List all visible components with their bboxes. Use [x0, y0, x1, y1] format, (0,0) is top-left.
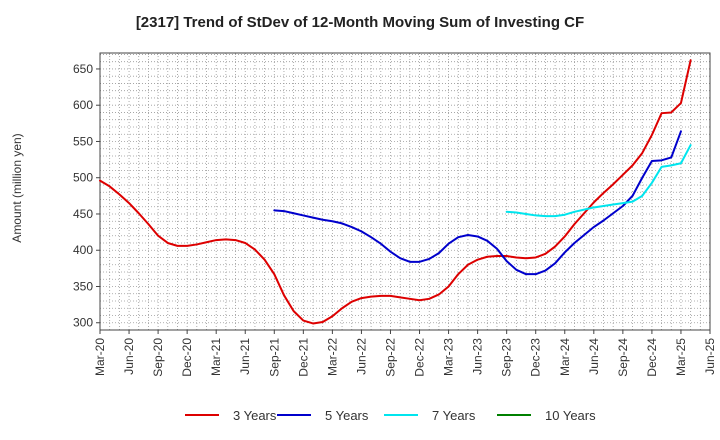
grid-layer [100, 53, 710, 331]
x-tick-label: Sep-21 [267, 338, 281, 377]
x-tick-label: Jun-25 [703, 338, 717, 375]
x-tick-label: Jun-23 [471, 338, 485, 375]
series-line-5-years [273, 130, 682, 276]
x-tick-label: Mar-22 [325, 338, 339, 376]
x-tick-label: Mar-21 [209, 338, 223, 376]
y-tick-label: 650 [73, 62, 93, 76]
axis-layer: 300 350 400 450 500 550 600 650 Mar-20 Jun-20 Sep-… [73, 52, 717, 377]
x-tick-label: Mar-20 [93, 338, 107, 376]
legend-item: 5 Years [277, 405, 368, 425]
y-axis-label: Amount (million yen) [10, 133, 24, 243]
legend-label: 7 Years [432, 407, 476, 423]
plot-background [100, 53, 710, 330]
x-tick-label: Mar-23 [442, 338, 456, 376]
x-tick-label: Jun-22 [354, 338, 368, 375]
x-tick-label: Sep-23 [500, 338, 514, 377]
legend-swatch [497, 414, 531, 416]
chart-title: [2317] Trend of StDev of 12-Month Moving… [135, 14, 585, 31]
legend-swatch [277, 414, 311, 416]
x-tick-label: Mar-24 [558, 338, 572, 376]
x-tick-label: Jun-21 [238, 338, 252, 375]
legend: 3 Years 5 Years 7 Years 10 Years [0, 405, 720, 425]
series-layer [99, 59, 692, 325]
x-tick-label: Dec-20 [180, 338, 194, 377]
x-tick-label: Dec-24 [645, 338, 659, 377]
legend-item: 10 Years [497, 405, 596, 425]
plot-frame [99, 52, 711, 331]
series-line-7-years [505, 144, 692, 218]
legend-swatch [384, 414, 418, 416]
legend-label: 3 Years [233, 407, 277, 423]
x-tick-label: Dec-23 [529, 338, 543, 377]
legend-item: 7 Years [384, 405, 475, 425]
y-tick-label: 350 [73, 279, 93, 293]
series-line-3-years [99, 59, 692, 325]
legend-label: 10 Years [545, 407, 596, 423]
legend-item: 3 Years [185, 405, 276, 425]
y-tick-label: 550 [73, 134, 93, 148]
legend-swatch [185, 414, 219, 416]
legend-label: 5 Years [325, 407, 369, 423]
y-tick-label: 300 [73, 316, 93, 330]
x-tick-label: Sep-20 [151, 338, 165, 377]
y-tick-label: 400 [73, 243, 93, 257]
x-tick-label: Sep-22 [383, 338, 397, 377]
x-tick-label: Jun-20 [122, 338, 136, 375]
x-tick-label: Dec-21 [296, 338, 310, 377]
y-tick-label: 600 [73, 98, 93, 112]
x-tick-label: Mar-25 [674, 338, 688, 376]
x-tick-label: Jun-24 [587, 338, 601, 375]
x-tick-label: Dec-22 [413, 338, 427, 377]
y-tick-label: 450 [73, 207, 93, 221]
y-tick-label: 500 [73, 171, 93, 185]
x-tick-label: Sep-24 [616, 338, 630, 377]
